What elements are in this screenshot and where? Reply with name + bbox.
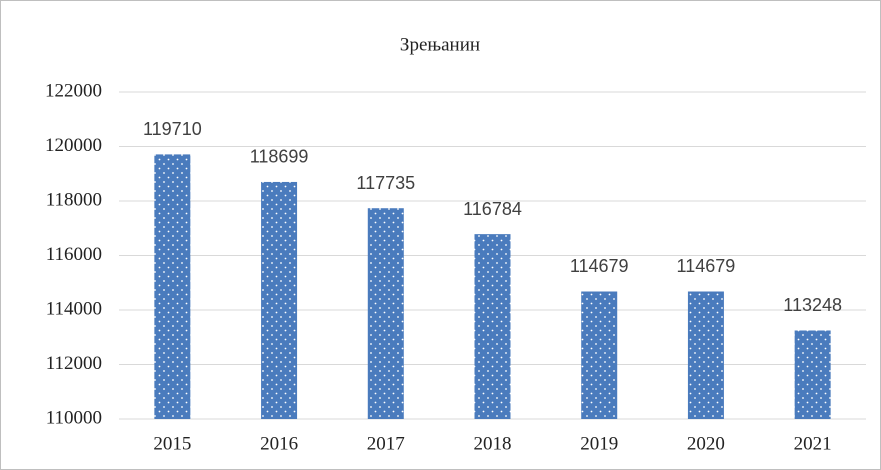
data-label: 118699: [250, 147, 309, 167]
bar: [474, 234, 511, 419]
chart-title: Зрењанин: [400, 34, 480, 55]
bar: [261, 181, 298, 419]
x-tick-label: 2020: [687, 433, 725, 454]
bar: [687, 291, 724, 419]
data-label: 119710: [143, 119, 202, 139]
x-tick-label: 2019: [580, 433, 618, 454]
data-label: 116784: [463, 199, 522, 219]
x-tick-label: 2015: [153, 433, 191, 454]
bar: [154, 154, 191, 419]
data-label: 113248: [783, 295, 842, 315]
y-tick-label: 110000: [46, 407, 102, 428]
x-tick-label: 2018: [474, 433, 512, 454]
y-tick-label: 112000: [46, 353, 102, 374]
x-tick-label: 2017: [367, 433, 405, 454]
data-label: 114679: [570, 256, 629, 276]
x-tick-label: 2021: [794, 433, 832, 454]
y-tick-label: 118000: [46, 189, 102, 210]
bar: [794, 330, 831, 419]
y-tick-label: 116000: [46, 244, 102, 265]
data-label: 114679: [677, 256, 736, 276]
y-tick-label: 114000: [46, 298, 102, 319]
bar: [581, 291, 618, 419]
y-tick-label: 120000: [45, 135, 102, 156]
y-tick-label: 122000: [45, 80, 102, 101]
bar: [367, 208, 404, 419]
x-tick-label: 2016: [260, 433, 298, 454]
data-label: 117735: [356, 173, 415, 193]
